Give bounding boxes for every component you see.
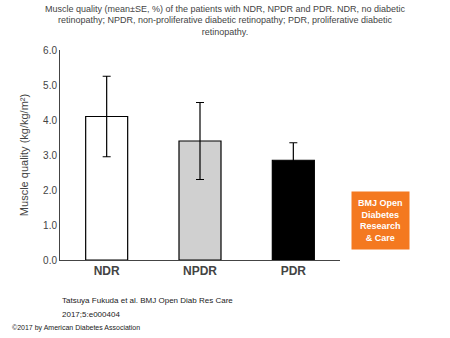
svg-text:PDR: PDR [281,264,307,278]
svg-text:Muscle quality (mean±SE, %) of: Muscle quality (mean±SE, %) of the patie… [45,4,406,37]
svg-text:3.0: 3.0 [43,150,57,161]
svg-text:2017;5:e000404: 2017;5:e000404 [62,310,120,319]
svg-text:6.0: 6.0 [43,45,57,56]
svg-text:©2017 by American Diabetes Ass: ©2017 by American Diabetes Association [12,324,140,332]
svg-text:0.0: 0.0 [43,255,57,266]
svg-text:NDR: NDR [94,264,120,278]
svg-text:Tatsuya Fukuda et al. BMJ Open: Tatsuya Fukuda et al. BMJ Open Diab Res … [62,296,233,305]
svg-text:NPDR: NPDR [183,264,217,278]
svg-text:4.0: 4.0 [43,115,57,126]
svg-text:5.0: 5.0 [43,80,57,91]
svg-text:2.0: 2.0 [43,185,57,196]
svg-text:BMJ OpenDiabetesResearch& Care: BMJ OpenDiabetesResearch& Care [358,198,403,243]
svg-text:1.0: 1.0 [43,220,57,231]
svg-text:Muscle quality (kg/kg/m²): Muscle quality (kg/kg/m²) [18,94,30,216]
